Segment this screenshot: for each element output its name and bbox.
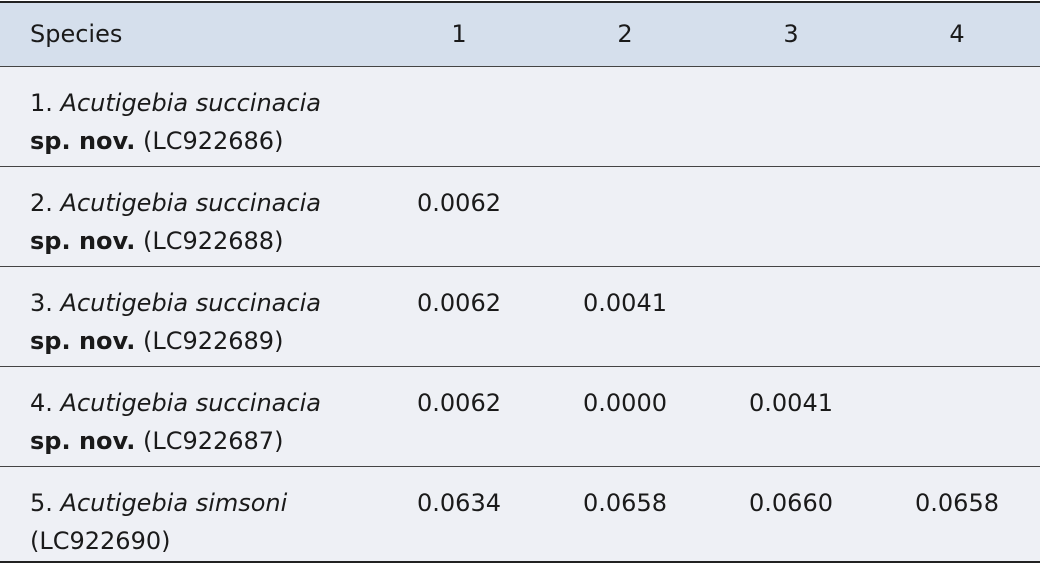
empty-cell — [376, 66, 542, 166]
table-body: 1. Acutigebia succinacia sp. nov. (LC9226… — [0, 66, 1040, 562]
header-cell: 4 — [949, 20, 965, 49]
species-qualifier: sp. nov. — [30, 126, 136, 155]
empty-cell — [874, 66, 1040, 166]
species-number: 2. — [30, 188, 53, 217]
distance-cell: 0.0660 — [749, 488, 833, 517]
accession: (LC922687) — [142, 426, 284, 455]
table-header: Species 1 2 3 4 — [0, 2, 1040, 66]
species-name: Acutigebia succinacia — [60, 188, 321, 217]
empty-cell — [708, 266, 874, 366]
species-cell: 5. Acutigebia simsoni (LC922690) — [0, 466, 376, 562]
species-number: 4. — [30, 388, 53, 417]
species-qualifier: sp. nov. — [30, 226, 136, 255]
header-row: Species 1 2 3 4 — [0, 2, 1040, 66]
species-qualifier: sp. nov. — [30, 426, 136, 455]
header-cell: 3 — [783, 20, 799, 49]
table-row: 2. Acutigebia succinacia sp. nov. (LC9226… — [0, 166, 1040, 266]
species-cell: 2. Acutigebia succinacia sp. nov. (LC9226… — [0, 166, 376, 266]
distance-cell: 0.0062 — [417, 288, 501, 317]
distance-cell: 0.0041 — [749, 388, 833, 417]
empty-cell — [708, 166, 874, 266]
empty-cell — [874, 166, 1040, 266]
distance-cell: 0.0062 — [417, 388, 501, 417]
distance-cell: 0.0658 — [915, 488, 999, 517]
species-cell: 3. Acutigebia succinacia sp. nov. (LC9226… — [0, 266, 376, 366]
empty-cell — [874, 366, 1040, 466]
table-row: 4. Acutigebia succinacia sp. nov. (LC9226… — [0, 366, 1040, 466]
table-row: 5. Acutigebia simsoni (LC922690) 0.0634 0.0… — [0, 466, 1040, 562]
header-cell: 2 — [617, 20, 633, 49]
empty-cell — [708, 66, 874, 166]
header-cell: Species — [30, 20, 123, 49]
distance-cell: 0.0062 — [417, 188, 501, 217]
empty-cell — [542, 166, 708, 266]
accession: (LC922688) — [142, 226, 284, 255]
species-cell: 4. Acutigebia succinacia sp. nov. (LC9226… — [0, 366, 376, 466]
accession: (LC922689) — [142, 326, 284, 355]
distance-cell: 0.0000 — [583, 388, 667, 417]
species-qualifier: sp. nov. — [30, 326, 136, 355]
species-name: Acutigebia simsoni — [60, 488, 288, 517]
distance-cell: 0.0658 — [583, 488, 667, 517]
accession: (LC922690) — [30, 526, 171, 555]
distance-cell: 0.0634 — [417, 488, 501, 517]
species-name: Acutigebia succinacia — [60, 388, 321, 417]
accession: (LC922686) — [142, 126, 284, 155]
header-cell: 1 — [451, 20, 467, 49]
species-name: Acutigebia succinacia — [60, 88, 321, 117]
species-number: 3. — [30, 288, 53, 317]
empty-cell — [874, 266, 1040, 366]
species-cell: 1. Acutigebia succinacia sp. nov. (LC9226… — [0, 66, 376, 166]
table-row: 1. Acutigebia succinacia sp. nov. (LC9226… — [0, 66, 1040, 166]
empty-cell — [542, 66, 708, 166]
table-row: 3. Acutigebia succinacia sp. nov. (LC9226… — [0, 266, 1040, 366]
species-name: Acutigebia succinacia — [60, 288, 321, 317]
species-number: 1. — [30, 88, 53, 117]
species-number: 5. — [30, 488, 53, 517]
distance-cell: 0.0041 — [583, 288, 667, 317]
